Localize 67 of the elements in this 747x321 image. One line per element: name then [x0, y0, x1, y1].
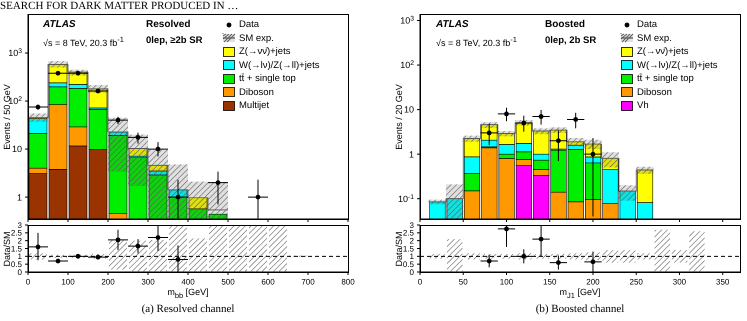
legend-label: Diboson	[239, 86, 274, 98]
x-tick-label: 700	[301, 278, 316, 287]
x-tick-label: 50	[458, 278, 468, 287]
legend-label: Diboson	[637, 86, 672, 98]
legend-label: tt̄ + single top	[239, 73, 296, 84]
legend-label: W(→lν)/Z(→ll)+jets	[637, 60, 718, 71]
x-axis-title: m$_{J1}$ [GeV]	[560, 287, 600, 300]
annotation: 0lep, ≥2b SR	[146, 35, 202, 46]
y-tick-label: 2	[410, 236, 415, 246]
x-axis-title: m$_{bb}$ [GeV]	[167, 287, 209, 300]
legend-label: Z(→νν̄)+jets	[239, 46, 290, 58]
y-tick-label: 2.5	[402, 228, 415, 238]
annotation: ATLAS	[436, 19, 469, 30]
annotation: 0lep, 2b SR	[545, 35, 596, 46]
legend-label: Data	[637, 19, 658, 30]
x-tick-label: 150	[543, 278, 557, 287]
x-tick-label: 0	[418, 278, 423, 287]
legend-label: SM exp.	[637, 32, 672, 44]
x-tick-label: 200	[101, 278, 116, 287]
y-tick-label: 1.5	[402, 244, 415, 254]
legend-label: tt̄ + single top	[637, 73, 694, 84]
x-tick-label: 0	[26, 278, 31, 287]
y-tick-label: 1	[408, 149, 414, 160]
legend-label: Z(→νν̄)+jets	[637, 46, 688, 58]
legend-label: Data	[239, 19, 260, 30]
text: (a) Resolved channel	[142, 303, 234, 316]
legend-label: W(→lν)/Z(→ll)+jets	[239, 60, 320, 71]
y-tick-label: 10	[404, 104, 414, 115]
text: SEARCH FOR DARK MATTER PRODUCED IN …	[0, 0, 238, 12]
x-tick-label: 350	[716, 278, 730, 287]
x-tick-label: 500	[221, 278, 236, 287]
y-tick-label: 1	[16, 192, 22, 202]
y-tick-label: 10	[12, 144, 22, 154]
y-tick-label: 2.5	[10, 228, 23, 238]
legend-label: Multijet	[239, 100, 270, 112]
legend-label: Vh	[637, 100, 649, 112]
x-tick-label: 100	[61, 278, 76, 287]
annotation: √s = 8 TeV, 20.3 fb$^{-1}$	[436, 35, 517, 49]
annotation: √s = 8 TeV, 20.3 fb$^{-1}$	[43, 35, 124, 49]
annotation: Resolved	[146, 19, 190, 30]
y-tick-label: 3	[18, 220, 23, 230]
x-tick-label: 600	[261, 278, 276, 287]
x-tick-label: 200	[586, 278, 600, 287]
y-tick-label: 2	[18, 236, 23, 246]
y-tick-label: 10$^{-1}$	[398, 193, 414, 204]
x-tick-label: 300	[672, 278, 687, 287]
text: (b) Boosted channel	[536, 303, 624, 316]
y-tick-label: 0	[18, 268, 23, 277]
y-tick-label: 10$^{2}$	[400, 60, 414, 70]
x-tick-label: 300	[141, 278, 156, 287]
x-tick-label: 800	[341, 278, 356, 287]
y-tick-label: 1.5	[10, 244, 23, 254]
x-tick-label: 400	[181, 278, 196, 287]
y-tick-label: 3	[410, 220, 415, 230]
y-tick-label: 10$^{3}$	[400, 15, 414, 26]
annotation: Boosted	[545, 19, 585, 30]
x-tick-label: 100	[500, 278, 514, 287]
annotation: ATLAS	[43, 19, 76, 30]
y-tick-label: 0	[410, 268, 415, 277]
y-tick-label: 10$^{3}$	[8, 48, 22, 58]
y-tick-label: 1	[18, 252, 23, 262]
y-axis-title: Events / 20 GeV	[394, 84, 404, 150]
y-tick-label: 0.5	[402, 260, 415, 269]
y-tick-label: 0.5	[10, 260, 23, 269]
legend-label: SM exp.	[239, 32, 274, 44]
x-tick-label: 250	[630, 278, 644, 287]
y-tick-label: 1	[410, 252, 415, 262]
